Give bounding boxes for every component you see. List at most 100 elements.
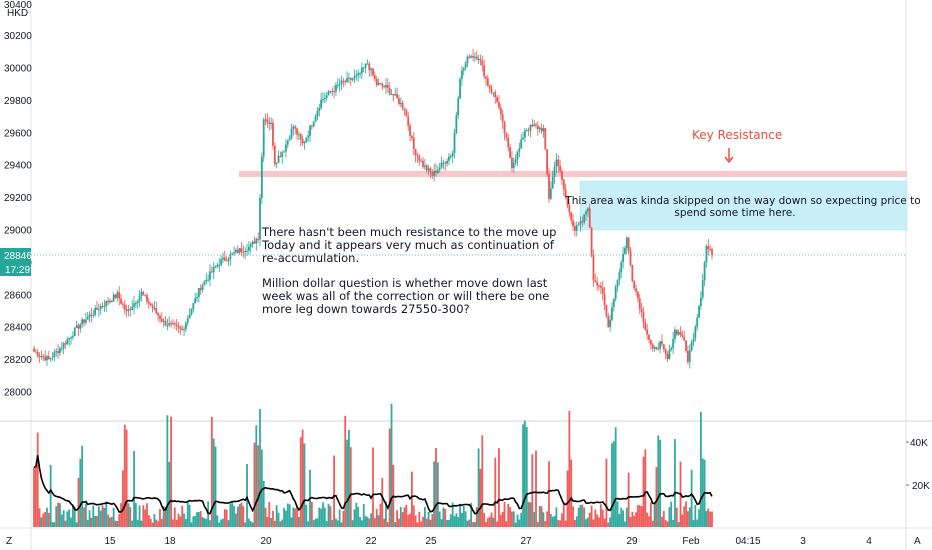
volume-bar [677,522,680,527]
candle-body [147,301,150,304]
volume-bar [666,521,669,527]
volume-bar [570,459,573,527]
candle-body [33,348,35,352]
volume-bar [453,516,456,527]
candle-body [594,280,597,283]
volume-bar [249,521,252,527]
volume-bar [177,513,180,527]
zoom-button[interactable]: Z [6,536,12,547]
candle-body [496,97,499,103]
candle-body [42,355,45,357]
volume-bar [423,507,426,527]
candle-body [240,248,243,252]
volume-bar [120,503,122,527]
volume-bar [116,521,119,527]
candle-body [205,279,208,282]
candle-body [557,159,560,166]
time-tick-label: 27 [520,536,532,547]
volume-tick-40k: 40K [910,438,928,449]
candle-body [355,75,358,77]
volume-bar [283,508,285,527]
volume-bar [531,454,534,527]
key-resistance-label[interactable]: Key Resistance [692,128,782,142]
candle-body [318,108,321,111]
volume-bar [277,512,280,527]
volume-bar [524,420,526,527]
volume-bar [659,439,662,527]
candle-body [386,84,389,88]
volume-bar [164,506,167,527]
candle-body [322,99,324,101]
candle-body [399,102,402,104]
volume-bar [596,514,599,527]
candle-body [38,356,41,358]
target-zone-box[interactable] [579,180,908,231]
volume-bar [303,443,306,527]
main-annotation-line-2: Today and it appears very much as contin… [261,238,555,252]
volume-bar [227,520,230,527]
volume-bar [123,424,126,527]
volume-bar [59,503,61,527]
volume-bar [70,517,72,527]
time-tick-label: Feb [682,536,700,547]
candle-body [216,265,219,267]
volume-bar [125,429,128,527]
candle-body [618,272,621,280]
candle-body [44,356,47,361]
volume-bar [696,519,699,527]
volume-bar [114,520,117,527]
volume-bar [538,505,541,527]
volume-bar [351,520,354,527]
candle-body [518,148,521,152]
volume-bar [461,513,463,527]
candle-body [81,319,84,325]
volume-bar [372,447,374,527]
volume-bar [625,507,628,527]
volume-bar [581,504,584,527]
candle-body [607,316,610,327]
auto-scale-button[interactable]: A [914,536,921,547]
candle-body [711,249,713,255]
volume-bar [96,515,98,527]
volume-bar [364,516,367,527]
volume-bar [327,503,330,527]
candle-body [94,307,97,315]
volume-bar [79,458,82,527]
volume-bar [470,502,473,527]
volume-bar [407,514,410,527]
candle-body [475,56,478,60]
candle-body [425,165,428,171]
candle-body [698,306,700,318]
candle-body [157,312,160,316]
candle-body [220,259,222,265]
candle-body [631,265,634,282]
candle-body [36,352,39,357]
candle-body [572,220,574,227]
volume-bar [168,461,171,527]
candle-body [646,329,649,335]
candle-body [688,350,691,362]
volume-bar [588,512,591,527]
volume-bar [340,522,343,527]
volume-bar [394,522,397,527]
volume-bar [457,516,460,527]
volume-bar [379,503,382,527]
volume-bar [483,513,486,527]
candle-body [310,125,313,127]
candle-body [73,327,76,336]
volume-bar [64,520,67,527]
candle-body [429,168,432,173]
volume-bar [555,507,558,527]
candle-body [516,151,519,160]
candle-body [588,208,591,228]
candle-body [331,91,334,93]
price-tick-label: 28200 [4,355,32,366]
candle-body [294,126,297,129]
candle-body [486,78,489,86]
main-annotation[interactable]: There hasn't been much resistance to the… [261,225,556,316]
resistance-band[interactable] [239,171,907,177]
volume-bar [268,502,271,527]
volume-bar [699,411,702,527]
volume-bar [529,502,532,527]
